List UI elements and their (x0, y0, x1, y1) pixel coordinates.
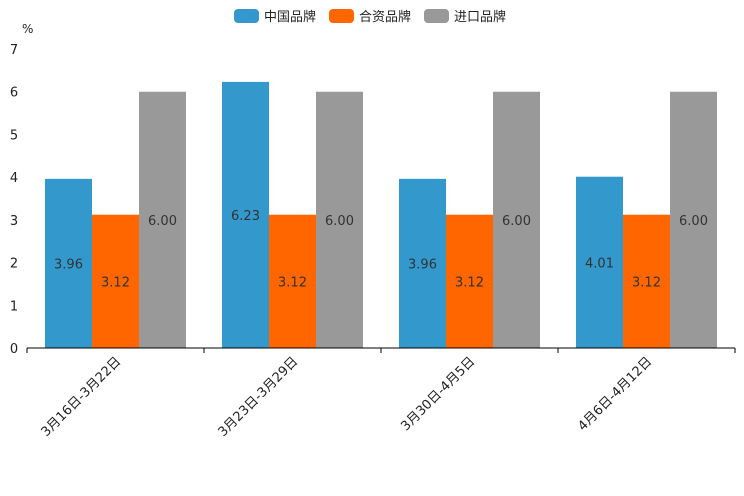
legend-swatch[interactable] (234, 9, 259, 23)
bar[interactable] (493, 91, 540, 348)
x-tick-label: 4月6日-4月12日 (575, 354, 655, 434)
y-axis-unit-label: % (22, 22, 33, 36)
bar[interactable] (316, 91, 363, 348)
data-label: 3.12 (632, 275, 661, 290)
data-label: 6.00 (502, 214, 531, 229)
data-label: 6.00 (325, 214, 354, 229)
x-tick-label: 3月30日-4月5日 (398, 354, 478, 434)
y-tick-label: 3 (10, 214, 18, 229)
y-axis: 0 1 2 3 4 5 6 7 (10, 43, 18, 357)
y-tick-label: 4 (10, 171, 18, 186)
data-label: 6.23 (231, 209, 260, 224)
data-label: 3.96 (408, 257, 437, 272)
bar[interactable] (222, 81, 269, 348)
data-label: 6.00 (148, 214, 177, 229)
y-tick-label: 7 (10, 43, 18, 58)
bar[interactable] (670, 91, 717, 348)
y-tick-label: 6 (10, 86, 18, 101)
bar[interactable] (446, 214, 493, 348)
legend-swatch[interactable] (424, 9, 449, 23)
bars (45, 81, 717, 348)
x-tick-label: 3月23日-3月29日 (216, 354, 302, 440)
bar[interactable] (576, 176, 623, 348)
bar[interactable] (623, 214, 670, 348)
y-tick-label: 5 (10, 128, 18, 143)
bar[interactable] (399, 178, 446, 348)
bar[interactable] (45, 178, 92, 348)
legend-label[interactable]: 中国品牌 (264, 9, 316, 25)
bar[interactable] (269, 214, 316, 348)
data-label: 3.12 (455, 275, 484, 290)
x-axis: 3月16日-3月22日 3月23日-3月29日 3月30日-4月5日 4月6日-4月1… (26, 348, 736, 440)
bar[interactable] (139, 91, 186, 348)
y-tick-label: 1 (10, 299, 18, 314)
data-label: 3.12 (278, 275, 307, 290)
data-labels: 3.96 3.12 6.00 6.23 3.12 6.00 3.96 3.12 6.00 4.01… (54, 209, 708, 290)
legend-swatch[interactable] (329, 9, 354, 23)
y-tick-label: 2 (10, 257, 18, 272)
data-label: 3.96 (54, 257, 83, 272)
legend-label[interactable]: 合资品牌 (359, 9, 411, 25)
x-tick-label: 3月16日-3月22日 (39, 354, 125, 440)
data-label: 4.01 (585, 256, 614, 271)
legend: 中国品牌 合资品牌 进口品牌 (234, 9, 506, 25)
bar[interactable] (92, 214, 139, 348)
legend-label[interactable]: 进口品牌 (454, 9, 506, 25)
data-label: 6.00 (679, 214, 708, 229)
data-label: 3.12 (101, 275, 130, 290)
y-tick-label: 0 (10, 342, 18, 357)
